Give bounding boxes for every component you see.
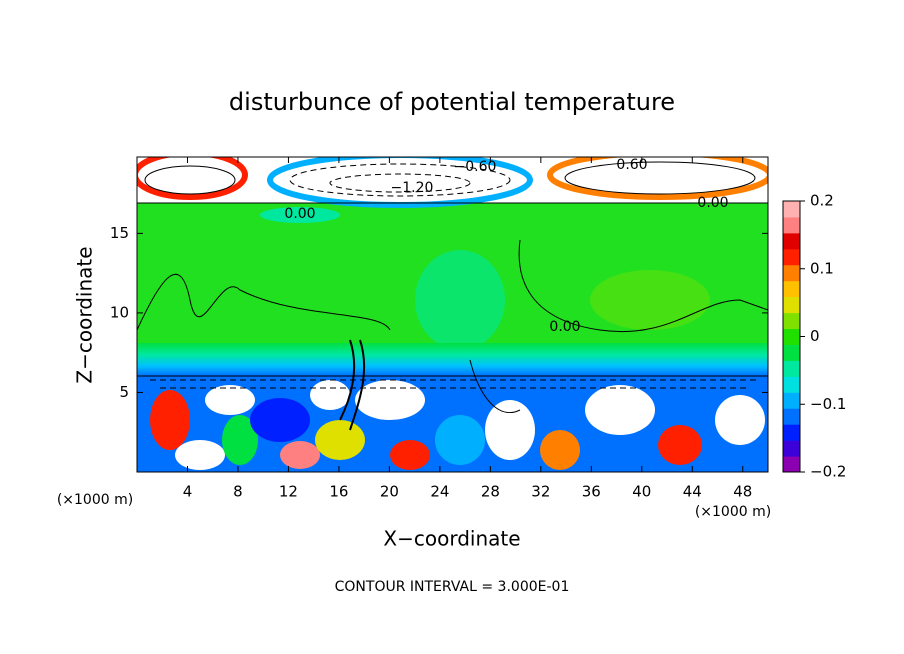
y-tick-label: 15 <box>110 224 129 242</box>
colorbar-tick-label: −0.1 <box>810 395 846 413</box>
contour-label: −1.20 <box>391 180 434 196</box>
upper-patches <box>137 157 768 223</box>
colorbar-tick-label: 0 <box>810 327 820 345</box>
contour-lines <box>137 161 768 431</box>
colorbar-swatch <box>783 201 800 218</box>
x-unit-label: (×1000 m) <box>57 492 133 508</box>
colorbar-swatch <box>783 376 800 393</box>
x-tick-label: 16 <box>329 483 348 501</box>
colorbar-tick-label: 0.2 <box>810 192 834 210</box>
colorbar-swatch <box>783 216 800 234</box>
plot-frame <box>136 156 769 473</box>
low-patches <box>150 380 765 470</box>
colorbar-swatch <box>783 392 800 409</box>
colorbar-swatch <box>783 312 800 330</box>
x-tick-label: 32 <box>531 483 550 501</box>
x-tick-label: 20 <box>380 483 399 501</box>
colorbar-tick-label: −0.2 <box>810 463 846 481</box>
y-tick-label: 5 <box>119 383 129 401</box>
x-axis-label: X−coordinate <box>383 527 520 551</box>
x-unit-label: (×1000 m) <box>695 504 771 520</box>
colorbar-swatch <box>783 232 800 250</box>
contour-label: 0.00 <box>697 195 728 211</box>
x-tick-label: 28 <box>481 483 500 501</box>
contour-label: 0.00 <box>284 206 315 222</box>
x-tick-label: 24 <box>430 483 449 501</box>
colorbar-swatch <box>783 344 800 361</box>
colorbar-swatch <box>783 408 800 425</box>
colorbar-swatch <box>783 360 800 377</box>
y-axis-label: Z−coordinate <box>73 246 97 383</box>
colorbar-swatch <box>783 328 800 345</box>
colorbar-swatch <box>783 424 800 441</box>
field <box>137 157 768 472</box>
x-tick-label: 36 <box>582 483 601 501</box>
colorbar-swatch <box>783 296 800 314</box>
contour-label: 0.00 <box>549 319 580 335</box>
colorbar-swatch <box>783 440 800 457</box>
colorbar-swatch <box>783 248 800 266</box>
contour-label: −0.60 <box>454 159 497 175</box>
y-tick-label: 10 <box>110 303 129 321</box>
dashed-contours <box>150 163 760 389</box>
x-tick-label: 48 <box>733 483 752 501</box>
band-layer <box>137 343 768 376</box>
colorbar-swatch <box>783 456 800 473</box>
x-tick-label: 44 <box>683 483 702 501</box>
x-tick-label: 40 <box>632 483 651 501</box>
chart-title: disturbunce of potential temperature <box>229 88 675 116</box>
field-patch <box>590 270 710 330</box>
contour-label: 0.60 <box>616 157 647 173</box>
colorbar-swatch <box>783 280 800 298</box>
field-patch <box>415 250 505 350</box>
x-tick-label: 4 <box>183 483 193 501</box>
x-tick-label: 12 <box>279 483 298 501</box>
footnote: CONTOUR INTERVAL = 3.000E-01 <box>335 579 570 595</box>
colorbar-swatch <box>783 264 800 282</box>
x-tick-label: 8 <box>233 483 243 501</box>
colorbar-tick-label: 0.1 <box>810 259 834 277</box>
